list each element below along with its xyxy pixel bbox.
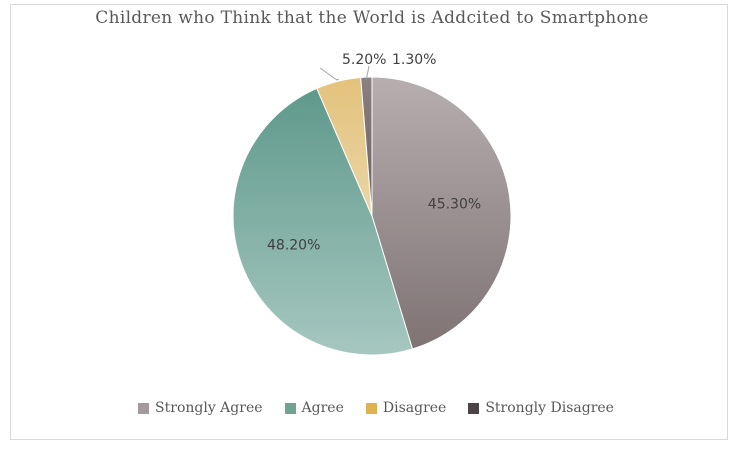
legend-swatch-strongly-agree <box>138 402 150 414</box>
chart-legend: Strongly Agree Agree Disagree Strongly D… <box>0 400 752 416</box>
leader-line-disagree <box>319 67 339 81</box>
legend-swatch-agree <box>284 402 296 414</box>
legend-label: Strongly Agree <box>155 400 263 416</box>
pie-slice-strongly-agree <box>371 76 512 350</box>
legend-item-agree: Agree <box>284 400 344 416</box>
legend-label: Disagree <box>382 400 447 416</box>
legend-item-disagree: Disagree <box>365 400 447 416</box>
leader-line-strongly-disagree <box>365 65 370 80</box>
pie-slice-agree <box>232 87 414 356</box>
legend-label: Agree <box>301 400 344 416</box>
legend-item-strongly-disagree: Strongly Disagree <box>468 400 614 416</box>
data-label-strongly-agree: 45.30% <box>428 197 481 213</box>
data-label-disagree: 5.20% <box>342 52 386 68</box>
legend-swatch-disagree <box>365 402 377 414</box>
legend-label: Strongly Disagree <box>485 400 614 416</box>
data-label-agree: 48.20% <box>267 238 320 254</box>
chart-title: Children who Think that the World is Add… <box>95 8 649 28</box>
legend-item-strongly-agree: Strongly Agree <box>138 400 263 416</box>
legend-swatch-strongly-disagree <box>468 402 480 414</box>
data-label-strongly-disagree: 1.30% <box>392 52 436 68</box>
